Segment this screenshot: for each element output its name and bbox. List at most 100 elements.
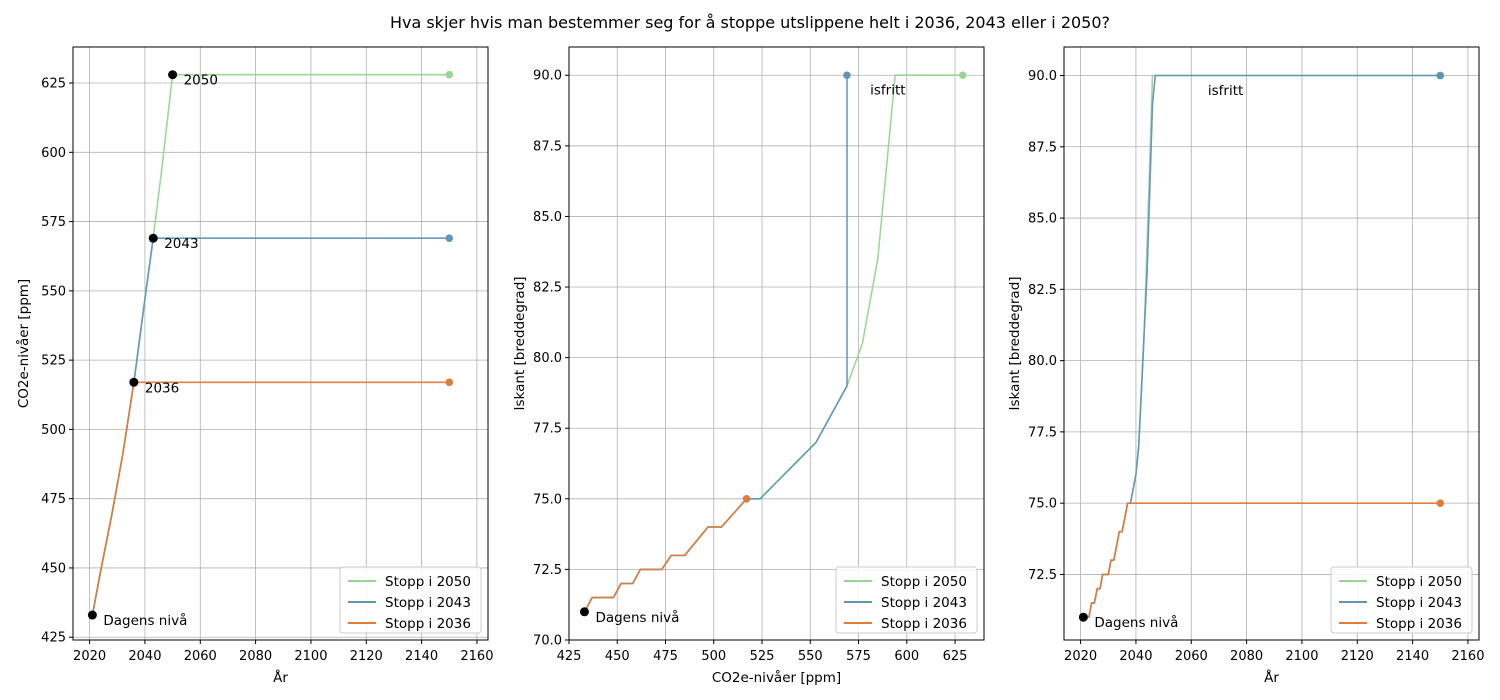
highlight-points: Dagens nivå 2036 2043 2050 xyxy=(87,70,218,629)
x-tick-label: 2020 xyxy=(1064,649,1097,664)
y-tick-label: 82.5 xyxy=(1028,283,1057,298)
x-tick-label: 2140 xyxy=(1396,649,1429,664)
legend-label: Stopp i 2043 xyxy=(881,595,967,611)
y-tick-label: 77.5 xyxy=(1028,425,1057,440)
y-tick-label: 425 xyxy=(41,631,66,646)
legend-label: Stopp i 2050 xyxy=(385,574,471,590)
legend-label: Stopp i 2036 xyxy=(385,616,471,632)
x-tick-label: 2160 xyxy=(460,649,493,664)
plot-frame xyxy=(568,46,985,641)
series-end-marker xyxy=(843,71,851,80)
series-end-marker xyxy=(445,234,454,243)
y-tick-label: 75.0 xyxy=(533,492,562,507)
y-tick-label: 625 xyxy=(41,77,66,92)
x-tick-label: 2040 xyxy=(128,649,161,664)
y-tick-label: 500 xyxy=(41,423,66,438)
x-tick-label: 2020 xyxy=(73,649,106,664)
highlight-points: Dagens nivå xyxy=(579,607,679,626)
figure-title: Hva skjer hvis man bestemmer seg for å s… xyxy=(390,13,1110,32)
series-end-marker xyxy=(1436,499,1445,507)
x-tick-label: 2100 xyxy=(294,649,327,664)
x-tick-label: 2060 xyxy=(1175,649,1208,664)
y-tick-label: 75.0 xyxy=(1028,497,1057,512)
x-tick-label: 2120 xyxy=(1341,649,1374,664)
point-label: Dagens nivå xyxy=(595,609,679,626)
axes: 2020 2040 2060 2080 2100 2120 2140 2160 72.5 75.0… xyxy=(1007,69,1484,686)
point-label: Dagens nivå xyxy=(1094,614,1178,631)
x-tick-label: 625 xyxy=(943,649,968,664)
x-tick-label: 525 xyxy=(750,649,775,664)
y-tick-label: 90.0 xyxy=(1028,69,1057,84)
series-line-stopp-i-2036 xyxy=(583,498,748,613)
x-axis-label: År xyxy=(1264,669,1279,686)
data-point xyxy=(168,70,178,80)
series-group xyxy=(583,71,967,613)
y-axis-label: Iskant [breddegrad] xyxy=(512,276,528,410)
legend: Stopp i 2050 Stopp i 2043 Stopp i 2036 xyxy=(1330,566,1473,634)
plot-frame xyxy=(72,46,489,641)
series-line-stopp-i-2036 xyxy=(1083,502,1441,619)
x-tick-label: 2120 xyxy=(350,649,383,664)
x-axis-label: CO2e-nivåer [ppm] xyxy=(712,669,841,686)
x-tick-label: 2080 xyxy=(239,649,272,664)
legend-label: Stopp i 2036 xyxy=(881,616,967,632)
y-tick-label: 475 xyxy=(41,492,66,507)
point-label: 2043 xyxy=(164,236,198,252)
axes: 2020 2040 2060 2080 2100 2120 2140 2160 425 450 47… xyxy=(15,77,493,686)
x-tick-label: 575 xyxy=(846,649,871,664)
series-end-marker xyxy=(958,71,967,80)
point-label: 2036 xyxy=(145,380,179,396)
data-point xyxy=(148,233,158,243)
annotation-label: isfritt xyxy=(870,82,905,98)
y-tick-label: 450 xyxy=(41,561,66,576)
y-axis-label: CO2e-nivåer [ppm] xyxy=(15,279,32,408)
x-tick-label: 425 xyxy=(557,649,582,664)
highlight-points: Dagens nivå xyxy=(1078,612,1178,631)
point-label: Dagens nivå xyxy=(103,612,187,629)
data-point xyxy=(87,610,97,620)
annotation-label: isfritt xyxy=(1208,83,1243,99)
x-tick-label: 2160 xyxy=(1451,649,1484,664)
x-tick-label: 2100 xyxy=(1285,649,1318,664)
y-tick-label: 87.5 xyxy=(1028,140,1057,155)
legend-label: Stopp i 2050 xyxy=(881,574,967,590)
y-tick-label: 90.0 xyxy=(533,69,562,84)
x-tick-label: 2040 xyxy=(1119,649,1152,664)
axes: 425 450 475 500 525 550 575 600 625 70.0 72.5 75.0 7… xyxy=(512,69,967,686)
y-tick-label: 87.5 xyxy=(533,139,562,154)
data-point xyxy=(1078,612,1088,622)
series-line-stopp-i-2036 xyxy=(91,381,450,616)
legend-box xyxy=(339,566,482,634)
y-tick-label: 550 xyxy=(41,284,66,299)
legend-box xyxy=(835,566,978,634)
x-tick-label: 2080 xyxy=(1230,649,1263,664)
y-tick-label: 72.5 xyxy=(1028,568,1057,583)
legend-label: Stopp i 2036 xyxy=(1376,616,1462,632)
x-tick-label: 2060 xyxy=(184,649,217,664)
series-end-marker xyxy=(445,70,454,79)
data-point xyxy=(579,607,589,617)
series-end-marker xyxy=(445,378,454,387)
y-tick-label: 80.0 xyxy=(1028,354,1057,369)
y-tick-label: 80.0 xyxy=(533,351,562,366)
y-tick-label: 525 xyxy=(41,354,66,369)
legend-label: Stopp i 2043 xyxy=(1376,595,1462,611)
x-tick-label: 600 xyxy=(894,649,919,664)
legend-box xyxy=(1330,566,1473,634)
y-tick-label: 575 xyxy=(41,215,66,230)
y-tick-label: 77.5 xyxy=(533,422,562,437)
x-tick-label: 500 xyxy=(701,649,726,664)
series-end-marker xyxy=(1436,71,1445,80)
plot-frame xyxy=(1063,46,1480,641)
x-tick-label: 2140 xyxy=(405,649,438,664)
y-tick-label: 72.5 xyxy=(533,563,562,578)
data-point xyxy=(129,377,139,387)
series-group xyxy=(1083,71,1445,619)
subplot-2: Dagens nivå isfritt 425 450 475 500 525 550 575 6… xyxy=(512,46,985,686)
y-axis-label: Iskant [breddegrad] xyxy=(1007,276,1023,410)
grid xyxy=(1064,47,1479,640)
series-group xyxy=(91,70,454,616)
